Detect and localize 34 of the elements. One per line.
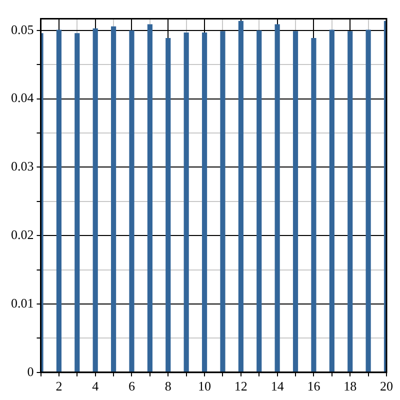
bar bbox=[238, 20, 244, 372]
x-tick-label: 12 bbox=[234, 378, 248, 394]
bar bbox=[220, 31, 226, 372]
x-tick-label: 2 bbox=[56, 378, 62, 394]
bar bbox=[202, 32, 208, 372]
y-tick-label: 0.03 bbox=[11, 158, 34, 174]
x-tick-label: 14 bbox=[270, 378, 284, 394]
x-tick-label: 8 bbox=[164, 378, 172, 394]
bar bbox=[366, 30, 371, 372]
x-tick-label: 4 bbox=[92, 378, 100, 394]
y-tick-label: 0.04 bbox=[11, 90, 34, 106]
bar bbox=[184, 32, 189, 372]
bar bbox=[92, 28, 98, 372]
x-tick-label: 10 bbox=[198, 378, 212, 394]
bar bbox=[348, 31, 353, 372]
bar bbox=[147, 24, 152, 372]
bar bbox=[110, 26, 116, 372]
y-tick-label: 0.02 bbox=[11, 227, 34, 242]
bar bbox=[256, 30, 262, 372]
y-tick-label: 0.01 bbox=[11, 295, 34, 310]
x-tick-label: 18 bbox=[344, 378, 357, 394]
x-tick-label: 16 bbox=[307, 378, 321, 394]
y-tick-label: 0.05 bbox=[11, 22, 34, 37]
bar bbox=[311, 38, 316, 372]
bar bbox=[129, 30, 134, 372]
bar bbox=[56, 30, 62, 372]
x-tick-label: 6 bbox=[128, 378, 136, 394]
x-tick-label: 20 bbox=[380, 378, 393, 394]
bar bbox=[166, 38, 171, 372]
bar bbox=[274, 24, 280, 372]
bar bbox=[292, 31, 298, 372]
bar bbox=[329, 30, 334, 372]
y-tick-label: 0 bbox=[27, 364, 34, 379]
bar bbox=[74, 33, 80, 372]
